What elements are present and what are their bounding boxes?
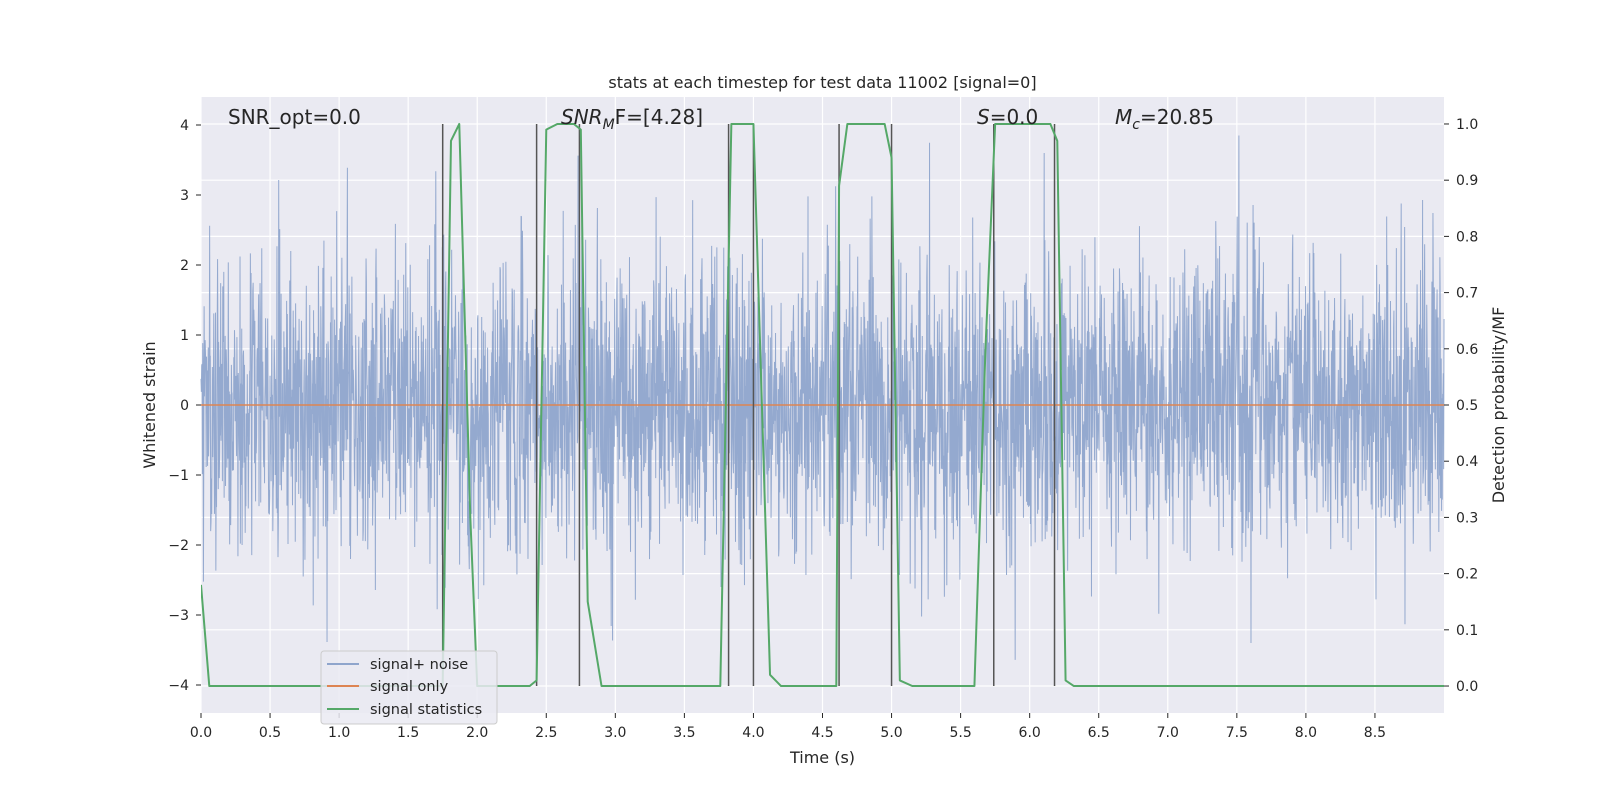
x-tick-label-1: 0.5 <box>259 725 281 741</box>
y2-tick-label-1: 0.1 <box>1456 623 1478 639</box>
x-tick-label-2: 1.0 <box>328 725 350 741</box>
s-rest: =0.0 <box>990 105 1039 129</box>
y-axis-ticks: −4 −3 −2 −1 0 1 2 3 4 <box>168 118 201 694</box>
y-axis-title: Whitened strain <box>140 341 159 468</box>
y-tick-label-0: −4 <box>168 678 189 694</box>
x-tick-label-3: 1.5 <box>397 725 419 741</box>
legend-label-signal-only: signal only <box>370 679 449 695</box>
snr-mf-base: SNR <box>561 105 603 129</box>
series-signal-noise <box>200 135 1445 660</box>
annotation-mc: Mc=20.85 <box>1115 105 1214 133</box>
y2-tick-label-10: 1.0 <box>1456 117 1478 133</box>
series-signal-statistics <box>201 122 1444 688</box>
y2-tick-label-3: 0.3 <box>1456 510 1478 526</box>
x-tick-label-7: 3.5 <box>673 725 695 741</box>
legend-label-signal-noise: signal+ noise <box>370 657 468 673</box>
x-tick-label-4: 2.0 <box>466 725 488 741</box>
x-tick-label-6: 3.0 <box>604 725 626 741</box>
y2-axis-ticks: 0.0 0.1 0.2 0.3 0.4 0.5 0.6 0.7 0.8 0.9 1.0 <box>1444 117 1478 695</box>
snr-mf-subscript: M <box>603 117 615 133</box>
legend-label-signal-statistics: signal statistics <box>370 702 482 718</box>
y-tick-label-1: −3 <box>168 608 189 624</box>
annotation-s: S=0.0 <box>977 105 1038 129</box>
y-tick-label-3: −1 <box>168 468 189 484</box>
y2-tick-label-8: 0.8 <box>1456 229 1478 245</box>
x-tick-label-11: 5.5 <box>949 725 971 741</box>
y-tick-label-6: 2 <box>180 258 189 274</box>
y2-tick-label-0: 0.0 <box>1456 679 1478 695</box>
y-tick-label-2: −2 <box>168 538 189 554</box>
x-tick-label-17: 8.5 <box>1364 725 1386 741</box>
y-tick-label-7: 3 <box>180 188 189 204</box>
x-tick-label-0: 0.0 <box>190 725 212 741</box>
x-tick-label-9: 4.5 <box>811 725 833 741</box>
annotation-snr-opt: SNR_opt=0.0 <box>228 105 361 129</box>
legend: signal+ noise signal only signal statist… <box>320 650 498 725</box>
mc-rest: =20.85 <box>1140 105 1214 129</box>
y-tick-label-8: 4 <box>180 118 189 134</box>
y-tick-label-4: 0 <box>180 398 189 414</box>
statistics-line <box>201 122 1444 688</box>
s-base: S <box>977 105 990 129</box>
annotation-snr-mf: SNRMF=[4.28] <box>561 105 703 133</box>
x-tick-label-14: 7.0 <box>1157 725 1179 741</box>
x-tick-label-16: 8.0 <box>1295 725 1317 741</box>
chart-title: stats at each timestep for test data 110… <box>608 73 1036 92</box>
legend-box <box>320 650 498 725</box>
mc-subscript: c <box>1132 117 1140 133</box>
x-tick-label-8: 4.0 <box>742 725 764 741</box>
x-tick-label-13: 6.5 <box>1088 725 1110 741</box>
noise-trace <box>200 135 1445 660</box>
x-axis-title: Time (s) <box>789 748 855 767</box>
y2-tick-label-9: 0.9 <box>1456 173 1478 189</box>
y2-tick-label-2: 0.2 <box>1456 567 1478 583</box>
x-tick-label-12: 6.0 <box>1019 725 1041 741</box>
y2-axis-title: Detection probability/MF <box>1489 307 1508 504</box>
x-tick-label-5: 2.5 <box>535 725 557 741</box>
x-axis-ticks: 0.0 0.5 1.0 1.5 2.0 2.5 3.0 3.5 4.0 4.5 5.0 5.5 6.0 6… <box>190 713 1386 741</box>
snr-mf-rest: F=[4.28] <box>615 105 703 129</box>
y2-tick-label-7: 0.7 <box>1456 286 1478 302</box>
y2-tick-label-4: 0.4 <box>1456 454 1478 470</box>
y-tick-label-5: 1 <box>180 328 189 344</box>
y2-tick-label-5: 0.5 <box>1456 398 1478 414</box>
y2-tick-label-6: 0.6 <box>1456 342 1478 358</box>
x-tick-label-15: 7.5 <box>1226 725 1248 741</box>
x-tick-label-10: 5.0 <box>880 725 902 741</box>
mc-base: M <box>1115 105 1132 129</box>
